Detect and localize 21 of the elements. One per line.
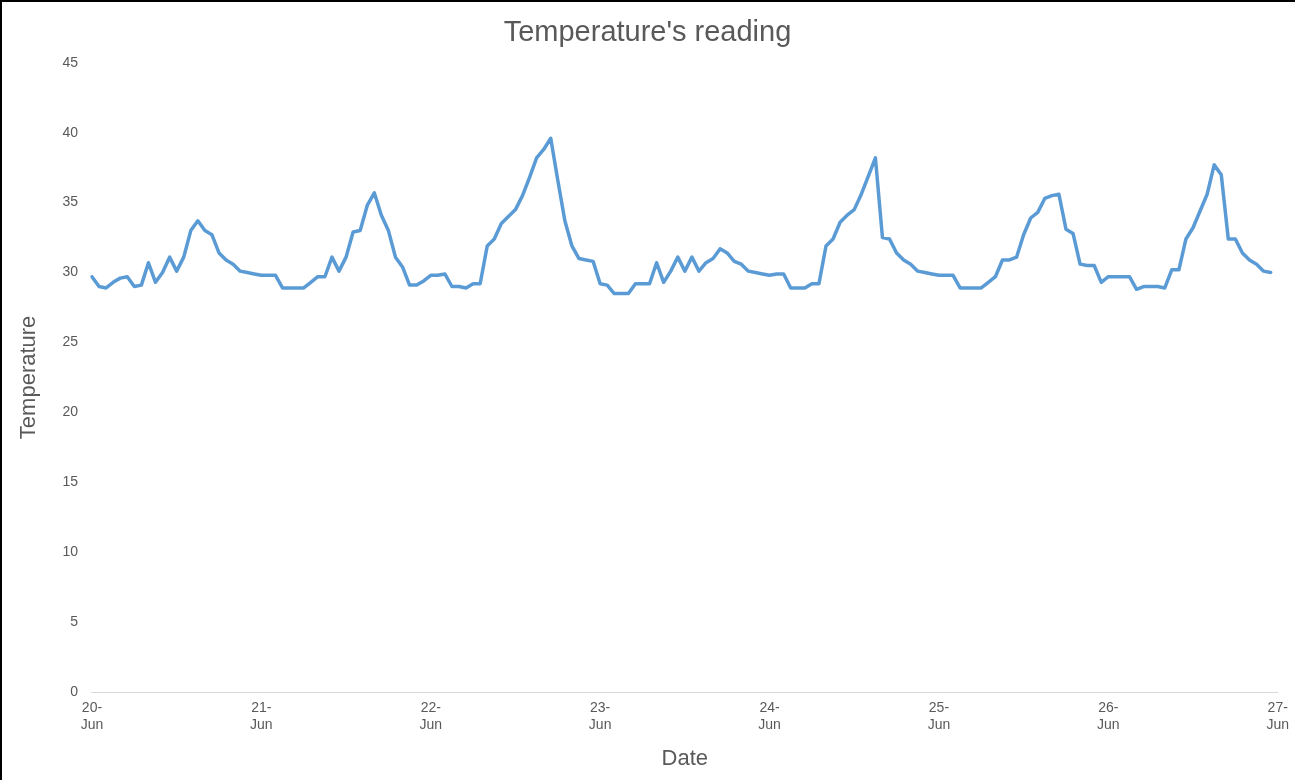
x-tick-label: 23-Jun <box>588 699 612 733</box>
x-tick-label: 20-Jun <box>80 699 104 733</box>
y-tick-label: 15 <box>62 473 79 490</box>
x-tick-label: 27-Jun <box>1266 699 1289 733</box>
y-tick-label: 20 <box>62 403 79 420</box>
y-axis-title: Temperature <box>15 315 41 440</box>
y-tick-label: 25 <box>62 333 79 350</box>
y-tick-label: 5 <box>70 612 79 629</box>
x-tick-label: 24-Jun <box>758 699 781 733</box>
y-tick-label: 10 <box>62 543 79 560</box>
x-tick-label: 22-Jun <box>419 699 443 733</box>
y-tick-label: 35 <box>62 193 79 210</box>
x-tick-label: 26-Jun <box>1097 699 1120 733</box>
chart-title: Temperature's reading <box>503 15 792 48</box>
y-tick-label: 30 <box>62 263 79 280</box>
y-tick-label: 45 <box>62 53 79 70</box>
x-tick-label: 21-Jun <box>250 699 273 733</box>
x-axis-title: Date <box>661 744 709 770</box>
x-tick-label: 25-Jun <box>927 699 951 733</box>
y-tick-label: 0 <box>70 682 79 699</box>
y-tick-label: 40 <box>62 123 79 140</box>
